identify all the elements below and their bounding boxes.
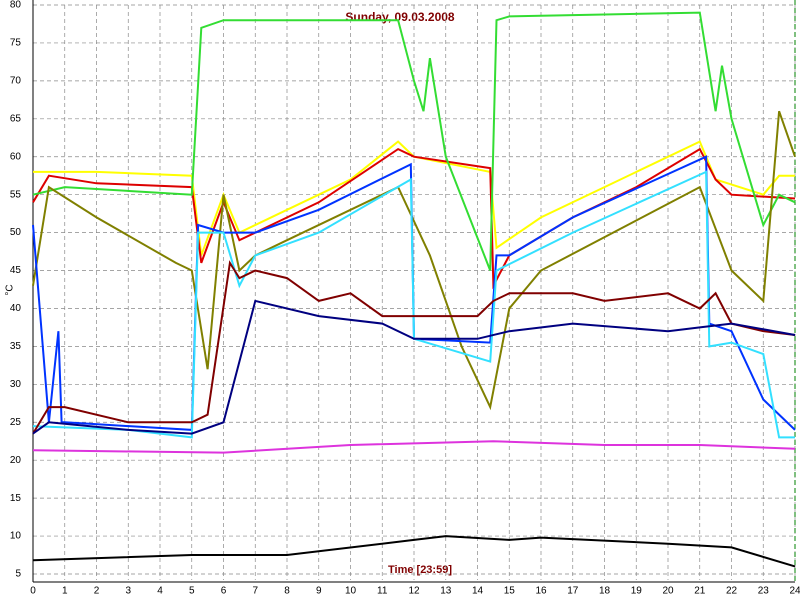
series-line	[32, 11, 796, 271]
x-axis-label: Time [23:59]	[388, 564, 452, 576]
x-tick-label: 23	[758, 586, 770, 597]
x-tick-label: 10	[345, 586, 357, 597]
y-tick-label: 15	[10, 493, 22, 504]
x-tick-label: 15	[504, 586, 516, 597]
x-tick-label: 1	[62, 586, 68, 597]
x-tick-label: 11	[377, 586, 388, 597]
series-line	[32, 299, 796, 435]
x-tick-label: 2	[94, 586, 100, 597]
x-tick-label: 18	[599, 586, 611, 597]
x-tick-label: 21	[694, 586, 706, 597]
x-tick-label: 8	[284, 586, 290, 597]
y-tick-label: 60	[10, 151, 22, 162]
series-line	[32, 440, 796, 454]
y-tick-label: 40	[10, 303, 22, 314]
y-tick-label: 25	[10, 417, 22, 428]
y-tick-label: 35	[10, 341, 22, 352]
chart-title: Sunday, 09.03.2008	[345, 10, 455, 24]
y-tick-label: 10	[10, 531, 22, 542]
y-tick-label: 80	[10, 0, 22, 11]
x-tick-label: 7	[252, 586, 258, 597]
x-tick-label: 20	[662, 586, 674, 597]
y-tick-label: 5	[15, 569, 21, 580]
y-tick-label: 45	[10, 265, 22, 276]
x-tick-label: 16	[535, 586, 547, 597]
x-tick-label: 17	[567, 586, 579, 597]
x-tick-label: 4	[157, 586, 163, 597]
x-tick-label: 3	[125, 586, 131, 597]
x-tick-label: 0	[30, 586, 36, 597]
x-tick-label: 13	[440, 586, 452, 597]
x-tick-label: 6	[221, 586, 227, 597]
y-tick-label: 70	[10, 76, 22, 87]
x-tick-label: 12	[408, 586, 420, 597]
series-line	[32, 260, 796, 435]
x-tick-label: 19	[631, 586, 643, 597]
series-line	[32, 147, 796, 290]
x-tick-label: 22	[726, 586, 738, 597]
y-tick-label: 55	[10, 189, 22, 200]
y-tick-label: 20	[10, 455, 22, 466]
x-tick-label: 14	[472, 586, 484, 597]
x-tick-label: 5	[189, 586, 195, 597]
y-tick-label: 50	[10, 227, 22, 238]
y-tick-label: 75	[10, 38, 22, 49]
y-tick-label: 30	[10, 379, 22, 390]
y-tick-label: 65	[10, 113, 22, 124]
series-line	[32, 535, 796, 568]
x-tick-label: 24	[789, 586, 800, 597]
x-tick-label: 9	[316, 586, 322, 597]
y-axis-label: °C	[5, 284, 16, 295]
